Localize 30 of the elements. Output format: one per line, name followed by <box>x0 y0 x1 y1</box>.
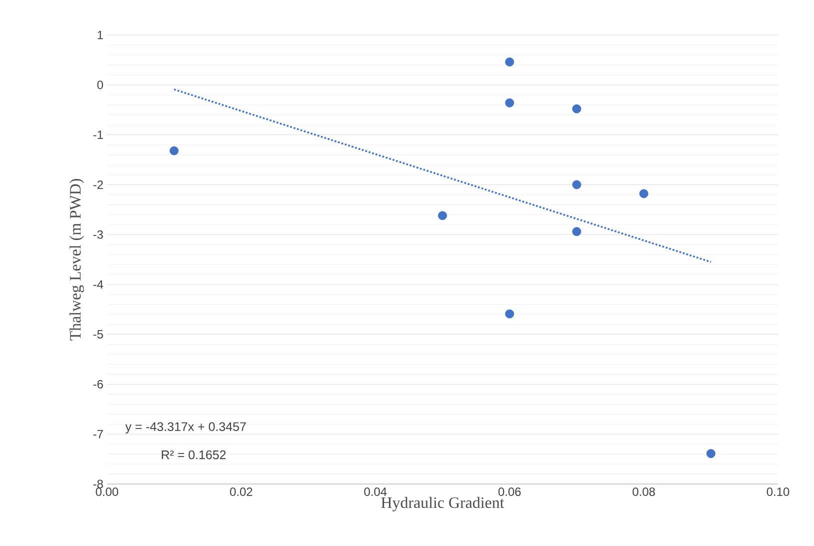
x-axis-title: Hydraulic Gradient <box>381 496 504 512</box>
y-tick-label: -5 <box>93 330 103 338</box>
y-tick-label: -2 <box>93 180 103 189</box>
y-tick-label: -8 <box>93 480 103 488</box>
x-tick-label: 0.08 <box>632 488 655 496</box>
x-tick-label: 0.06 <box>498 488 521 496</box>
point <box>639 189 648 198</box>
point <box>706 449 716 458</box>
y-tick-label: -7 <box>93 430 103 438</box>
point <box>505 98 514 108</box>
annotation: R² = 0.1652 <box>162 450 226 460</box>
x-tick-label: 0.10 <box>766 488 790 496</box>
x-tick-label: 0.02 <box>230 488 252 496</box>
y-tick-label: 0 <box>97 80 104 90</box>
x-tick-label: 0.04 <box>364 488 387 496</box>
point <box>572 180 582 190</box>
y-tick-label: -3 <box>93 230 103 239</box>
point <box>505 309 514 318</box>
point <box>170 146 179 156</box>
x-tick-label: 0.00 <box>96 488 118 496</box>
point <box>572 104 582 114</box>
point <box>505 57 514 66</box>
y-tick-label: -1 <box>93 130 103 139</box>
point <box>438 211 447 220</box>
y-axis-title: Thalweg Level (m PWD) <box>70 178 84 340</box>
y-tick-label: -6 <box>93 380 103 388</box>
point <box>572 227 582 236</box>
y-tick-label: -4 <box>93 280 104 289</box>
y-tick-label: 1 <box>98 30 103 40</box>
annotation: y = -43.317x + 0.3457 <box>125 422 246 434</box>
